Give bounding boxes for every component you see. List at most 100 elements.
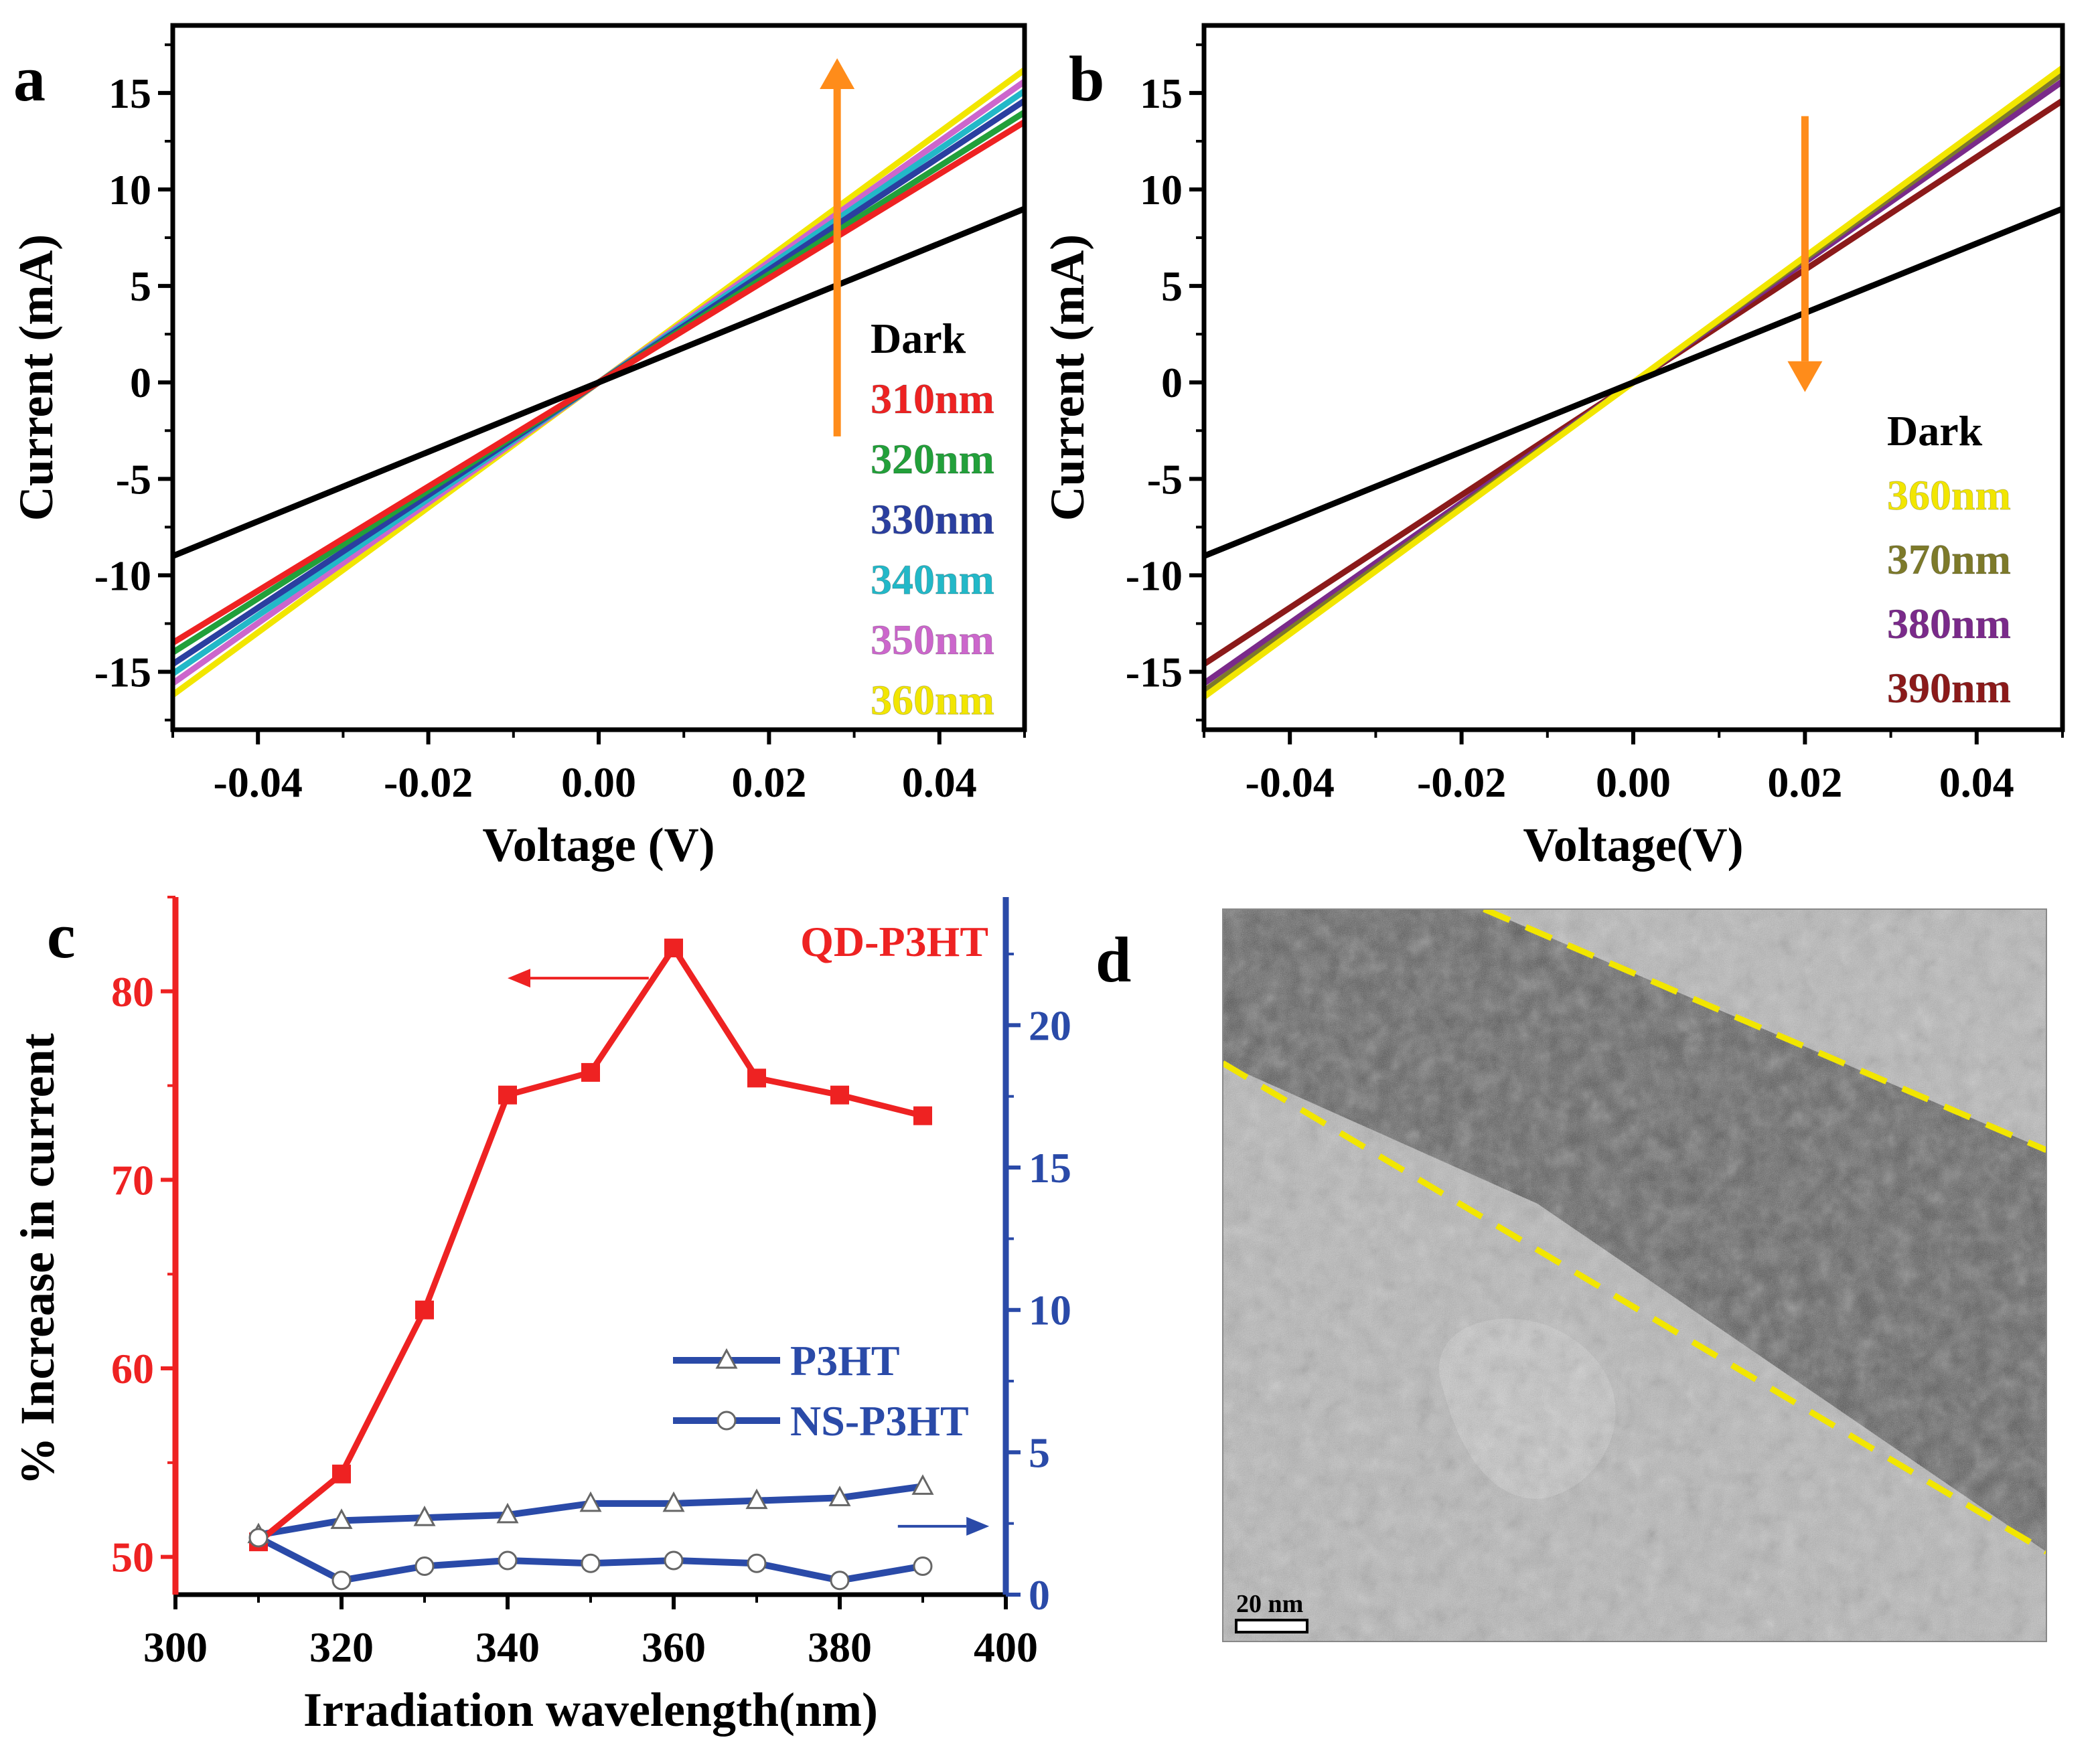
qd-p3ht-point xyxy=(415,1300,434,1319)
legend-entry-p3ht: P3HT xyxy=(790,1337,900,1384)
y-tick-label: 5 xyxy=(130,262,151,310)
y-right-tick-label: 15 xyxy=(1029,1144,1071,1192)
y-right-tick-label: 10 xyxy=(1029,1287,1071,1334)
y-right-tick-label: 0 xyxy=(1029,1571,1050,1619)
p3ht-point xyxy=(662,1491,685,1512)
legend-entry-370nm: 370nm xyxy=(1887,536,2011,583)
x-tick-label: 320 xyxy=(309,1623,374,1671)
panel-b-series xyxy=(1204,65,2062,700)
legend-entry-350nm: 350nm xyxy=(871,616,994,663)
p3ht-point xyxy=(413,1506,436,1526)
ns-p3ht-point xyxy=(415,1556,435,1576)
boundary-dash-lower xyxy=(1223,1060,2046,1554)
y-tick-label: -15 xyxy=(94,649,151,696)
legend-entry-390nm: 390nm xyxy=(1887,664,2011,712)
y-left-tick-label: 60 xyxy=(111,1345,154,1392)
scale-bar xyxy=(1235,1619,1308,1633)
right-axis-arrow-head xyxy=(966,1516,990,1536)
x-tick-label: 0.02 xyxy=(1767,758,1842,806)
y-tick-label: -15 xyxy=(1126,649,1183,696)
y-right-tick-label: 5 xyxy=(1029,1429,1050,1476)
legend-marker-p3ht xyxy=(715,1348,738,1369)
legend-entry-340nm: 340nm xyxy=(871,556,994,603)
x-tick-label: 0.04 xyxy=(1939,758,2014,806)
qd-p3ht-point xyxy=(498,1085,517,1105)
y-axis-label: Current (mA) xyxy=(9,234,63,522)
ns-p3ht-point xyxy=(664,1550,684,1571)
series-line-dark xyxy=(173,206,1025,559)
x-tick-label: 0.02 xyxy=(731,758,806,806)
qd-p3ht-point xyxy=(581,1062,600,1082)
legend-entry-380nm: 380nm xyxy=(1887,600,2011,647)
y-tick-label: -5 xyxy=(116,455,151,503)
x-tick-label: 400 xyxy=(974,1623,1038,1671)
ns-p3ht-point xyxy=(498,1550,518,1571)
panel-a: -0.04 -0.02 0.00 0.02 0.04 -15 -10 -5 0 5 10 15 Volt… xyxy=(9,23,1027,872)
p3ht-point xyxy=(579,1491,602,1512)
panel-a-series xyxy=(173,67,1025,698)
p3ht-point xyxy=(911,1474,934,1495)
trend-arrow-head xyxy=(1787,361,1823,392)
ns-p3ht-point xyxy=(913,1556,933,1576)
x-tick-label: -0.04 xyxy=(214,758,303,806)
ns-p3ht-point xyxy=(331,1571,352,1591)
boundary-dash-upper xyxy=(1483,909,2046,1153)
y-tick-label: 10 xyxy=(1140,166,1183,214)
y-tick-label: -10 xyxy=(94,552,151,599)
left-axis-arrow-head xyxy=(508,969,530,988)
x-tick-label: 0.04 xyxy=(902,758,977,806)
tem-frame xyxy=(1222,908,2047,1642)
y-tick-label: 0 xyxy=(130,359,151,406)
ns-p3ht-point xyxy=(747,1553,767,1573)
y-tick-label: -10 xyxy=(1126,552,1183,599)
series-line-qd-p3ht xyxy=(256,945,924,1544)
y-tick-label: -5 xyxy=(1147,455,1183,503)
x-tick-label: 360 xyxy=(642,1623,706,1671)
ns-p3ht-point xyxy=(581,1553,601,1573)
panel-c-series xyxy=(247,939,934,1591)
y-left-tick-label: 70 xyxy=(111,1156,154,1204)
x-tick-label: -0.04 xyxy=(1246,758,1335,806)
legend-entry-qd-p3ht: QD-P3HT xyxy=(800,918,988,965)
panel-b: -0.04 -0.02 0.00 0.02 0.04 -15 -10 -5 0 5 10 15 Volt… xyxy=(1041,23,2065,872)
y-axis-label: Current (mA) xyxy=(1041,234,1094,522)
tem-image xyxy=(1223,909,2046,1641)
p3ht-point xyxy=(745,1488,768,1510)
y-tick-label: 10 xyxy=(108,166,151,214)
x-tick-label: -0.02 xyxy=(384,758,473,806)
qd-p3ht-point xyxy=(747,1068,766,1088)
y-axis-label: % Increase in current xyxy=(11,1033,64,1485)
qd-p3ht-point xyxy=(664,939,683,958)
legend-entry-ns-p3ht: NS-P3HT xyxy=(790,1397,969,1445)
p3ht-point xyxy=(828,1486,851,1506)
panel-label: d xyxy=(1096,924,1131,995)
x-tick-label: 300 xyxy=(143,1623,208,1671)
x-axis-label: Voltage(V) xyxy=(1523,818,1743,872)
x-tick-label: 0.00 xyxy=(561,758,636,806)
ns-p3ht-point xyxy=(248,1528,269,1548)
x-tick-label: 0.00 xyxy=(1596,758,1671,806)
panel-d: d 20 nm xyxy=(1096,908,2047,1642)
panel-label: b xyxy=(1069,43,1104,114)
panel-label: c xyxy=(47,900,76,971)
tem-grain xyxy=(1223,909,2046,1641)
x-tick-label: 380 xyxy=(808,1623,872,1671)
legend-entry-310nm: 310nm xyxy=(871,375,994,422)
series-line-dark xyxy=(1204,206,2062,559)
panel-label: a xyxy=(13,43,46,114)
legend-entry-360nm: 360nm xyxy=(871,676,994,724)
legend-entry-dark: Dark xyxy=(1887,407,1983,455)
ns-p3ht-point xyxy=(830,1571,850,1591)
y-left-tick-label: 50 xyxy=(111,1534,154,1581)
y-tick-label: 0 xyxy=(1161,359,1183,406)
x-axis-label: Irradiation wavelength(nm) xyxy=(303,1683,878,1737)
x-tick-label: -0.02 xyxy=(1417,758,1506,806)
legend-entry-320nm: 320nm xyxy=(871,435,994,483)
y-tick-label: 5 xyxy=(1161,262,1183,310)
trend-arrow-head xyxy=(820,58,855,89)
qd-p3ht-point xyxy=(332,1464,351,1484)
y-left-tick-label: 80 xyxy=(111,968,154,1016)
y-tick-label: 15 xyxy=(1140,70,1183,117)
p3ht-point xyxy=(330,1508,353,1529)
